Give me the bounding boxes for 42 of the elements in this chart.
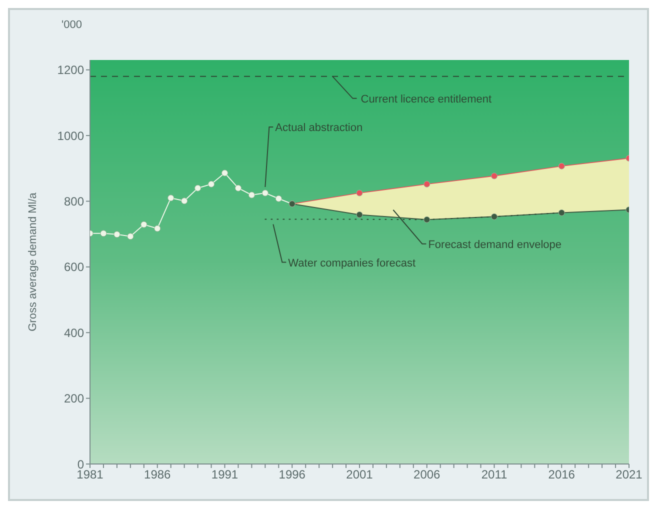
x-tick-label: 2016 xyxy=(548,468,576,482)
point xyxy=(275,195,282,202)
point xyxy=(356,190,363,196)
y-tick-label: 800 xyxy=(64,194,84,208)
y-tick-label: 400 xyxy=(64,326,84,340)
x-tick-label: 1986 xyxy=(144,468,172,482)
point xyxy=(114,231,120,238)
point xyxy=(558,162,565,170)
point xyxy=(262,190,268,196)
y-tick-label: 1000 xyxy=(57,128,84,143)
point xyxy=(558,209,565,216)
point xyxy=(208,180,215,188)
point xyxy=(491,213,498,220)
text: '000 xyxy=(62,19,82,31)
text: Water companies forecast xyxy=(288,257,416,270)
point xyxy=(234,184,242,192)
point xyxy=(140,221,148,228)
point xyxy=(356,211,363,218)
y-axis-title: Gross average demand Ml/a xyxy=(26,192,39,332)
y-tick-label: 200 xyxy=(64,392,84,406)
x-tick-label: 2021 xyxy=(616,468,643,482)
ref-line-label: Current licence entitlement xyxy=(360,93,492,106)
x-tick-label: 2006 xyxy=(414,468,441,482)
callout: Actual abstraction xyxy=(264,122,363,188)
point xyxy=(491,172,498,180)
y-tick-label: 600 xyxy=(64,260,84,274)
x-tick-label: 2001 xyxy=(346,468,374,482)
callout: Current licence entitlement xyxy=(332,76,492,106)
x-tick-label: 1996 xyxy=(278,468,306,482)
point xyxy=(424,180,430,188)
point xyxy=(194,184,202,192)
point xyxy=(181,198,188,204)
point xyxy=(154,225,161,232)
point xyxy=(424,216,430,223)
point xyxy=(248,192,255,198)
point xyxy=(100,230,107,237)
point xyxy=(127,233,134,240)
y-tick-label: 1200 xyxy=(57,63,84,78)
point xyxy=(222,170,228,176)
x-tick-label: 1991 xyxy=(211,468,238,482)
x-tick-label: 2011 xyxy=(481,468,508,482)
point xyxy=(168,194,174,202)
